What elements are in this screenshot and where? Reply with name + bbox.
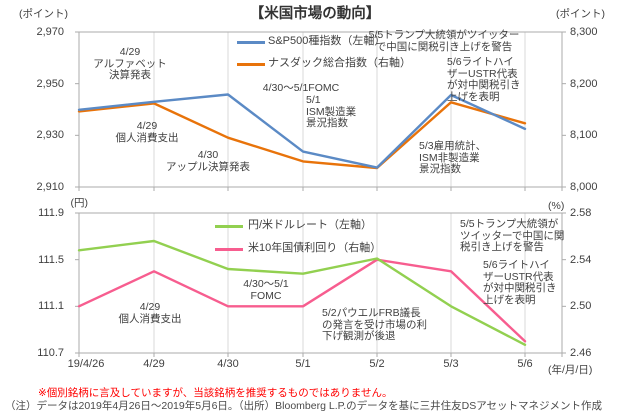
page-title: 【米国市場の動向】 <box>249 6 381 22</box>
chart-annotation: 5/2パウエルFRB議長 の発言を受け市場の利 下げ観測が後退 <box>322 307 427 342</box>
x-axis-unit: (年/月/日) <box>548 364 593 376</box>
y-axis-tick-label-left: 111.1 <box>38 300 64 313</box>
series-line-right <box>77 258 527 343</box>
chart-annotation: 4/29 アルファベット 決算発表 <box>93 46 167 81</box>
right-axis-unit: (%) <box>548 200 565 212</box>
x-axis-tick-label: 5/2 <box>369 358 385 370</box>
chart-annotation: 5/3雇用統計、 ISM非製造業 景況指数 <box>419 140 487 175</box>
x-axis-tick-label: 4/30 <box>217 358 239 370</box>
left-axis-unit: (ポイント) <box>19 8 68 20</box>
y-axis-tick-label-right: 8,000 <box>570 181 598 193</box>
legend-swatch <box>215 248 243 251</box>
chart-annotation: 5/5トランプ大統領がツイッター で中国に関税引き上げを警告 <box>368 29 520 53</box>
chart-annotation: 4/30 アップル決算発表 <box>166 149 250 173</box>
disclaimer-text: ※個別銘柄に言及していますが、当該銘柄を推奨するものではありません。 <box>38 387 393 399</box>
x-axis-tick-label: 5/6 <box>517 358 533 370</box>
chart-annotation: 5/6ライトハイ ザーUSTR代表 が対中関税引き 上げを表明 <box>447 56 521 103</box>
legend-swatch <box>237 63 265 66</box>
right-axis-unit: (ポイント) <box>556 8 605 20</box>
y-axis-tick-label-right: 8,200 <box>570 77 598 90</box>
y-axis-tick-label-left: 2,910 <box>36 181 64 193</box>
chart-annotation: 4/29 個人消費支出 <box>115 120 179 144</box>
legend-label: 米10年国債利回り（右軸） <box>248 242 382 254</box>
y-axis-tick-label-right: 8,300 <box>570 26 598 38</box>
y-axis-tick-label-left: 2,970 <box>36 26 64 38</box>
x-axis-tick-label: 4/29 <box>143 358 165 370</box>
chart-annotation: 5/5トランプ大統領が ツイッターで中国に関 税引き上げを警告 <box>460 218 565 253</box>
y-axis-tick-label-right: 2.46 <box>570 347 592 359</box>
legend-label: 円/米ドルレート（左軸） <box>248 219 373 231</box>
series-line-left <box>77 93 527 169</box>
chart-annotation: 4/30～5/1FOMC <box>262 82 340 94</box>
y-axis-tick-label-right: 2.50 <box>570 300 592 313</box>
y-axis-tick-label-left: 111.5 <box>38 253 64 266</box>
chart-annotation: 4/29 個人消費支出 <box>118 301 182 325</box>
chart-annotation: 5/6ライトハイ ザーUSTR代表 が対中関税引き 上げを表明 <box>483 259 557 306</box>
legend-label: S&P500種指数（左軸） <box>268 35 386 47</box>
chart-annotation: 4/30～5/1 FOMC <box>243 278 289 302</box>
plot-border <box>78 212 563 354</box>
source-note: （注）データは2019年4月26日～2019年5月6日。（出所）Bloomber… <box>5 400 603 412</box>
y-axis-tick-label-left: 110.7 <box>37 347 64 359</box>
y-axis-tick-label-left: 2,930 <box>36 129 64 142</box>
x-axis-tick-label: 5/1 <box>295 358 311 370</box>
left-axis-unit: (円) <box>70 197 89 209</box>
series-line-right <box>77 101 527 170</box>
x-axis-tick-label: 5/3 <box>443 358 459 370</box>
legend-swatch <box>215 225 243 228</box>
y-axis-tick-label-left: 111.9 <box>38 207 64 219</box>
y-axis-tick-label-right: 8,100 <box>570 129 598 142</box>
series-line-left <box>77 239 527 346</box>
y-axis-tick-label-right: 2.54 <box>570 253 592 266</box>
chart-annotation: 5/1 ISM製造業 景況指数 <box>306 94 357 129</box>
y-axis-tick-label-right: 2.58 <box>570 207 592 219</box>
legend-swatch <box>237 41 265 44</box>
legend-label: ナスダック総合指数（右軸） <box>268 57 411 69</box>
y-axis-tick-label-left: 2,950 <box>36 77 64 90</box>
x-axis-tick-label: 19/4/26 <box>67 358 105 370</box>
